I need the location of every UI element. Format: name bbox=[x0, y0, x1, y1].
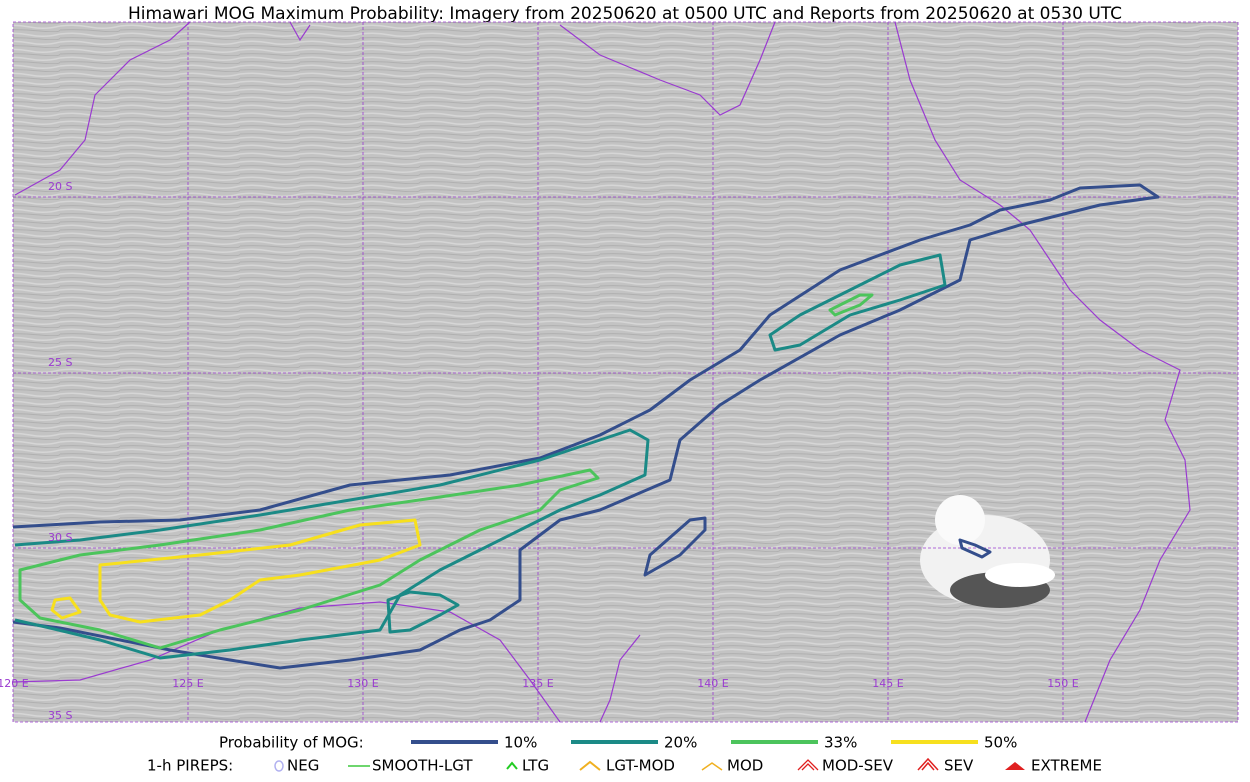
legend: Probability of MOG: 10% 20% 33% 50% 1-h PIR… bbox=[147, 734, 1102, 775]
pirep-label: MOD-SEV bbox=[822, 757, 894, 775]
probability-items: 10% 20% 33% 50% bbox=[411, 734, 1017, 752]
axis-labels: 20 S 25 S 30 S 35 S 120 E 125 E 130 E 13… bbox=[0, 180, 1079, 722]
map: 20 S 25 S 30 S 35 S 120 E 125 E 130 E 13… bbox=[0, 21, 1239, 723]
pirep-label: NEG bbox=[287, 757, 319, 775]
lon-label: 130 E bbox=[347, 677, 378, 690]
pirep-icons bbox=[274, 757, 1025, 772]
legend-title: 1-h PIREPS: bbox=[147, 757, 233, 775]
lat-label: 25 S bbox=[48, 356, 72, 369]
legend-label: 33% bbox=[824, 734, 857, 752]
grid bbox=[12, 21, 1239, 723]
lon-label: 125 E bbox=[172, 677, 203, 690]
lon-label: 150 E bbox=[1047, 677, 1078, 690]
pirep-label: SMOOTH-LGT bbox=[372, 757, 473, 775]
storm-clouds bbox=[920, 495, 1055, 608]
legend-label: 20% bbox=[664, 734, 697, 752]
lat-label: 20 S bbox=[48, 180, 72, 193]
pirep-label: EXTREME bbox=[1031, 757, 1102, 775]
lat-label: 30 S bbox=[48, 531, 72, 544]
contours bbox=[12, 183, 1160, 670]
lon-label: 120 E bbox=[0, 677, 29, 690]
legend-label: 10% bbox=[504, 734, 537, 752]
legend-title: Probability of MOG: bbox=[219, 734, 364, 752]
lat-label: 35 S bbox=[48, 709, 72, 722]
pirep-label: SEV bbox=[944, 757, 974, 775]
lon-label: 135 E bbox=[522, 677, 553, 690]
legend-label: 50% bbox=[984, 734, 1017, 752]
satellite-image bbox=[13, 22, 1238, 722]
lon-label: 145 E bbox=[872, 677, 903, 690]
title: Himawari MOG Maximum Probability: Imager… bbox=[128, 4, 1122, 24]
pirep-label: LGT-MOD bbox=[606, 757, 675, 775]
coastlines bbox=[12, 21, 1191, 723]
pirep-label: LTG bbox=[522, 757, 549, 775]
pirep-label: MOD bbox=[727, 757, 763, 775]
lon-label: 140 E bbox=[697, 677, 728, 690]
